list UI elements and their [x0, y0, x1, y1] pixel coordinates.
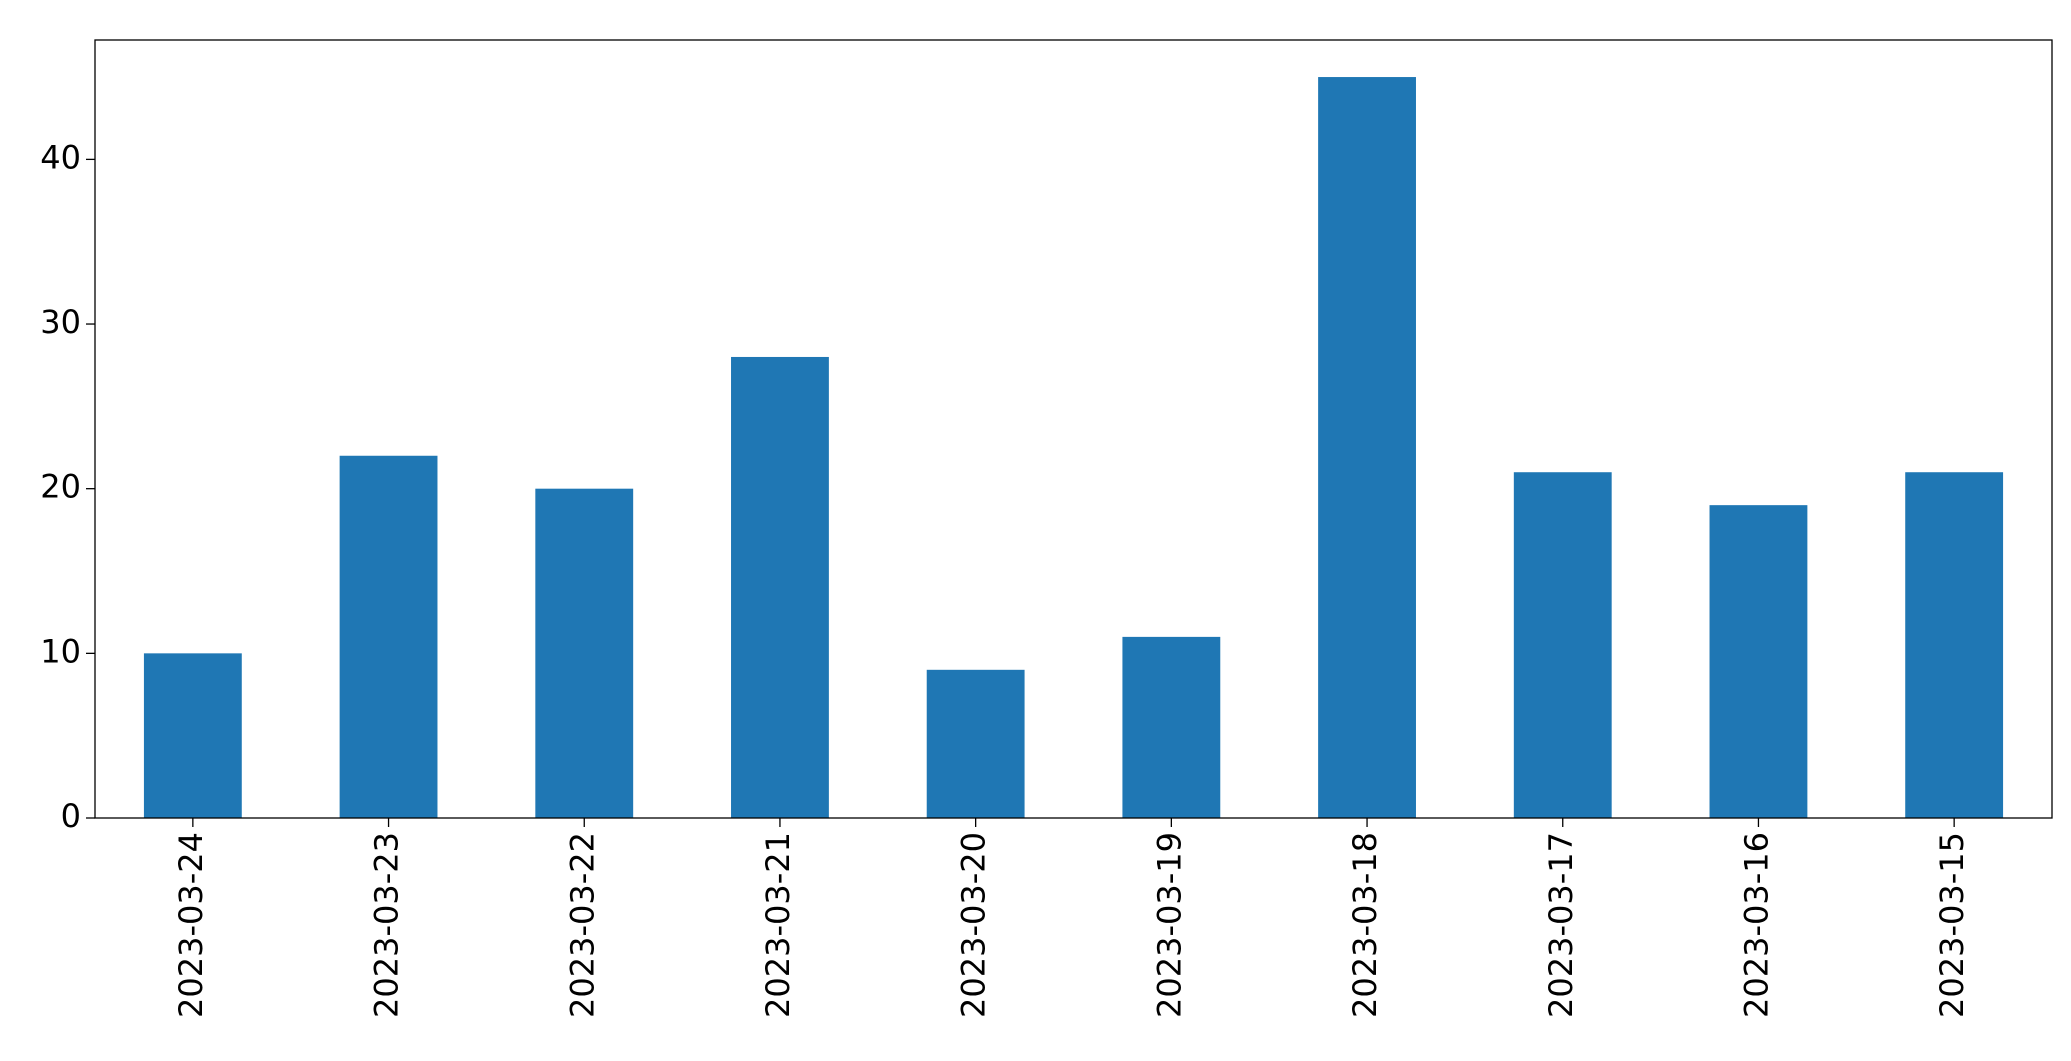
- y-tick-label: 10: [40, 632, 81, 670]
- x-tick-label: 2023-03-20: [955, 832, 993, 1018]
- bar: [1122, 636, 1221, 818]
- x-tick-label: 2023-03-15: [1933, 832, 1971, 1018]
- y-tick-label: 20: [40, 468, 81, 506]
- bar: [339, 455, 438, 818]
- x-tick-label: 2023-03-18: [1346, 832, 1384, 1018]
- bar: [1905, 472, 2004, 818]
- y-tick-label: 40: [40, 138, 81, 176]
- bar: [1513, 472, 1612, 818]
- bar: [1318, 77, 1416, 819]
- bar: [926, 669, 1025, 818]
- x-tick-label: 2023-03-23: [368, 832, 406, 1018]
- x-tick-label: 2023-03-21: [759, 832, 797, 1018]
- x-tick-label: 2023-03-17: [1542, 832, 1580, 1018]
- bar: [731, 356, 829, 818]
- x-tick-label: 2023-03-16: [1737, 832, 1775, 1018]
- bar: [143, 653, 242, 818]
- plot-frame: [94, 39, 2053, 819]
- y-tick-label: 30: [40, 303, 81, 341]
- bar: [535, 488, 634, 818]
- x-tick-label: 2023-03-24: [172, 832, 210, 1018]
- y-tick-label: 0: [61, 797, 81, 835]
- x-tick-label: 2023-03-19: [1150, 832, 1188, 1018]
- bar: [1709, 505, 1808, 818]
- x-tick-label: 2023-03-22: [563, 832, 601, 1018]
